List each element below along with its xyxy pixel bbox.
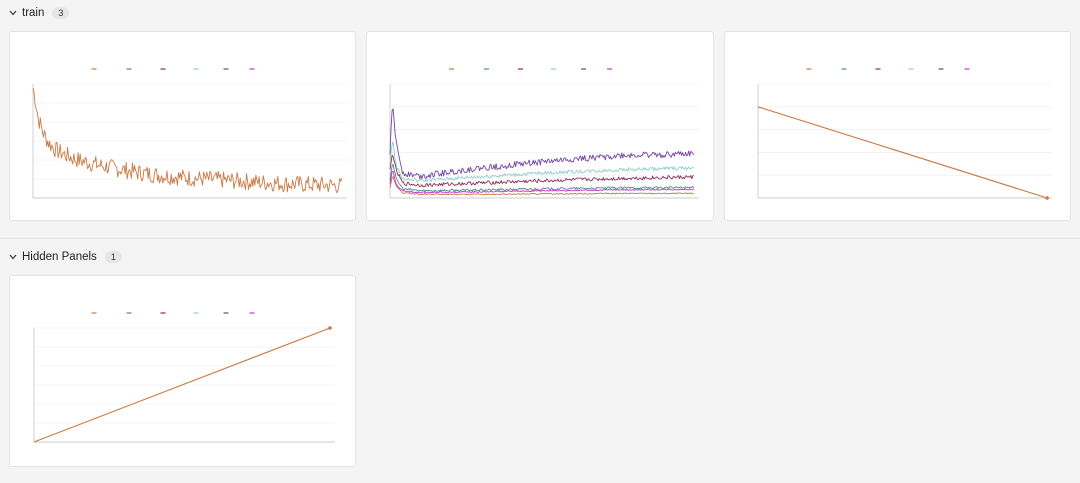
series-line-r-128 [33,327,331,443]
section-title: Hidden Panels [22,251,97,263]
chevron-down-icon[interactable] [4,254,22,260]
series-line-r-16 [389,154,694,188]
section-divider [0,238,1080,239]
chart-panel-train-epoch[interactable] [9,275,356,467]
panel-count-badge: 1 [104,251,122,263]
section-title: train [22,7,45,19]
chart-panel-train-grad-norm[interactable] [366,31,714,221]
series-endpoint [1045,196,1049,200]
chart-svg [32,68,347,199]
series-line-r-32 [389,163,695,193]
series-endpoint [328,326,332,330]
series-line-r-128 [389,176,694,196]
chart-panel-train-loss[interactable] [9,31,356,221]
chart-svg [33,312,335,443]
series-line-r-128 [32,87,343,193]
chevron-down-icon[interactable] [4,10,22,16]
chart-panel-train-learning-rate[interactable] [724,31,1071,221]
section-header-train[interactable]: train 3 [0,1,70,25]
chart-svg [389,68,699,199]
series-line-epoch-3 [389,170,695,194]
chart-svg [757,68,1052,200]
series-line-r-4 [389,108,695,180]
panel-count-badge: 3 [52,7,70,19]
series-line-r-128 [757,106,1048,199]
series-line-r-8 [389,141,694,183]
section-header-hidden-panels[interactable]: Hidden Panels 1 [0,245,122,269]
